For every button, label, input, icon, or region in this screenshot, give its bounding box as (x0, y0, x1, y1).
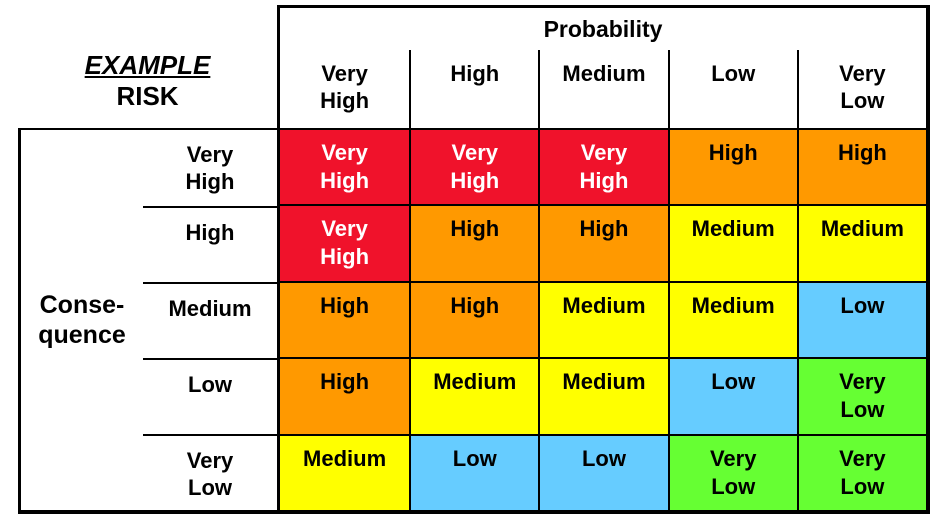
risk-title-line: RISK (116, 81, 179, 111)
matrix-cell: Very High (280, 128, 410, 205)
matrix-cell: High (667, 128, 797, 205)
matrix-cell: Low (409, 433, 539, 510)
matrix-cell: Very High (538, 128, 668, 205)
matrix-cell: Very High (409, 128, 539, 205)
matrix-cell: High (796, 128, 926, 205)
consequence-row-header-medium: Medium (143, 282, 277, 358)
consequence-row-header-very-low: Very Low (143, 434, 277, 510)
probability-table: Probability Very High High Medium Low Ve… (277, 5, 930, 514)
consequence-row-header-high: High (143, 206, 277, 282)
matrix-cell: High (538, 204, 668, 281)
matrix-cell: Very Low (796, 357, 926, 434)
matrix-cell: Medium (409, 357, 539, 434)
consequence-row-header-very-high: Very High (185, 142, 235, 194)
matrix-cell: Very High (280, 204, 410, 281)
example-risk-title: EXAMPLE RISK (18, 50, 277, 112)
probability-col-header-very-low: Very Low (796, 50, 926, 128)
probability-col-header-low: Low (667, 50, 797, 128)
probability-col-header-high: High (409, 50, 538, 128)
matrix-cell: High (409, 204, 539, 281)
matrix-cell: High (280, 357, 410, 434)
probability-axis-title: Probability (543, 15, 663, 42)
matrix-cell: Very Low (667, 433, 797, 510)
example-title-line: EXAMPLE (84, 50, 211, 80)
consequence-row-header-low: Low (143, 358, 277, 434)
matrix-cell: Medium (667, 204, 797, 281)
matrix-cell: High (409, 280, 539, 358)
consequence-table: Conse- quence Very High High Medium Low … (18, 128, 277, 514)
probability-col-header-medium: Medium (538, 50, 667, 128)
matrix-cell: High (280, 280, 410, 358)
consequence-row-headers: Very High High Medium Low Very Low (143, 130, 277, 510)
matrix-cell: Medium (538, 357, 668, 434)
matrix-cell: Very Low (796, 433, 926, 510)
matrix-cell: Low (667, 357, 797, 434)
matrix-cell: Medium (796, 204, 926, 281)
matrix-cell: Medium (280, 433, 410, 510)
matrix-cell: Low (796, 280, 926, 358)
matrix-cell: Low (538, 433, 668, 510)
matrix-cell: Medium (667, 280, 797, 358)
consequence-axis-title: Conse- quence (38, 291, 126, 349)
matrix-cell: Medium (538, 280, 668, 358)
probability-col-header-very-high: Very High (320, 61, 370, 113)
